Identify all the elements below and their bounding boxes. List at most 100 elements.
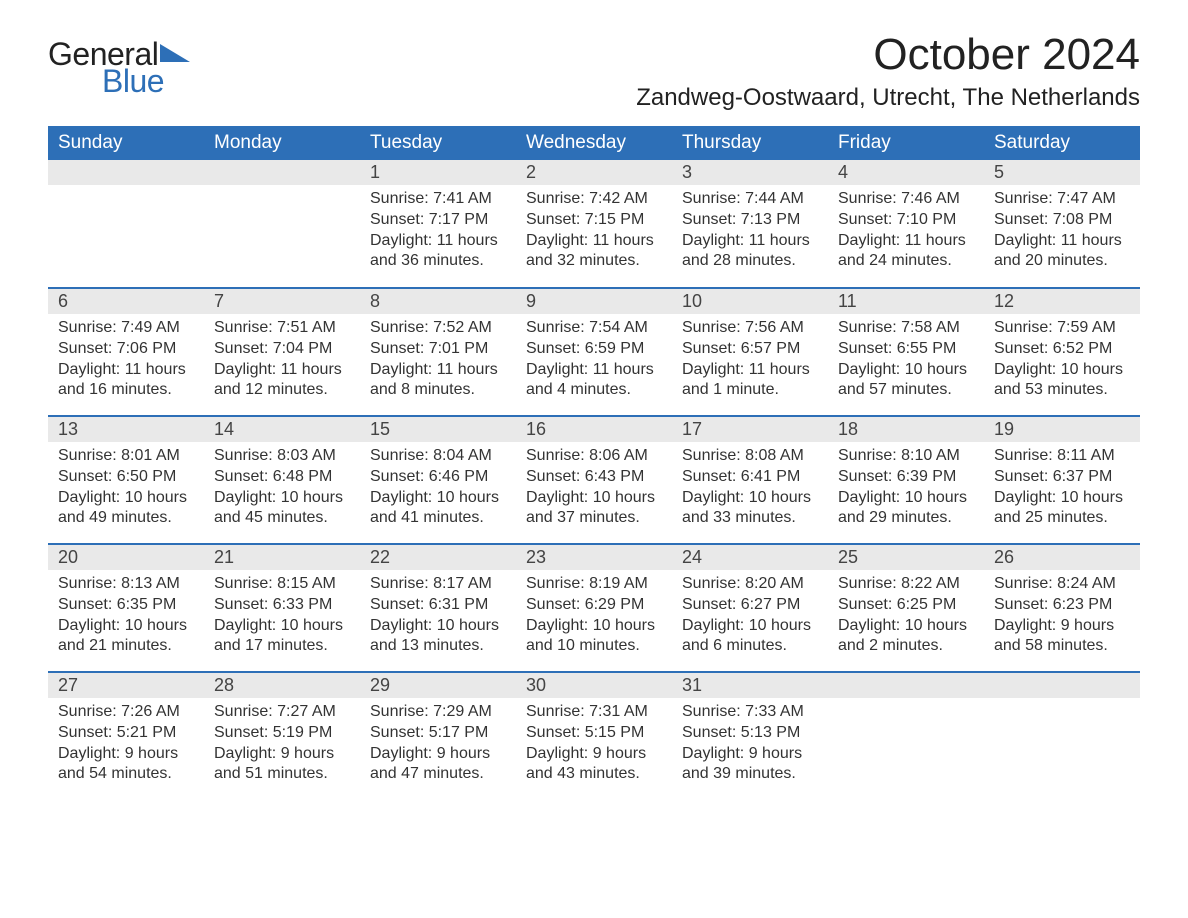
day-number: 4 xyxy=(828,160,984,185)
day-number: 28 xyxy=(204,673,360,698)
daylight-line: Daylight: 9 hours and 39 minutes. xyxy=(682,744,818,786)
daylight-line: Daylight: 11 hours and 32 minutes. xyxy=(526,231,662,273)
calendar-day: 30Sunrise: 7:31 AMSunset: 5:15 PMDayligh… xyxy=(516,672,672,800)
location-subtitle: Zandweg-Oostwaard, Utrecht, The Netherla… xyxy=(636,84,1140,112)
day-number xyxy=(984,673,1140,698)
daylight-line: Daylight: 10 hours and 33 minutes. xyxy=(682,488,818,530)
day-number: 17 xyxy=(672,417,828,442)
day-header: Saturday xyxy=(984,126,1140,160)
calendar-day: 21Sunrise: 8:15 AMSunset: 6:33 PMDayligh… xyxy=(204,544,360,672)
day-number: 26 xyxy=(984,545,1140,570)
calendar-week: 6Sunrise: 7:49 AMSunset: 7:06 PMDaylight… xyxy=(48,288,1140,416)
day-number: 20 xyxy=(48,545,204,570)
sunrise-line: Sunrise: 7:31 AM xyxy=(526,702,662,723)
day-body: Sunrise: 8:10 AMSunset: 6:39 PMDaylight:… xyxy=(828,442,984,539)
day-body: Sunrise: 7:54 AMSunset: 6:59 PMDaylight:… xyxy=(516,314,672,411)
sunset-line: Sunset: 7:15 PM xyxy=(526,210,662,231)
day-number: 18 xyxy=(828,417,984,442)
day-number: 9 xyxy=(516,289,672,314)
day-header: Thursday xyxy=(672,126,828,160)
day-body: Sunrise: 7:58 AMSunset: 6:55 PMDaylight:… xyxy=(828,314,984,411)
daylight-line: Daylight: 10 hours and 49 minutes. xyxy=(58,488,194,530)
calendar-day-empty xyxy=(48,160,204,288)
calendar-day: 16 Sunrise: 8:06 AMSunset: 6:43 PMDayligh… xyxy=(516,416,672,544)
day-body: Sunrise: 8:01 AMSunset: 6:50 PMDaylight:… xyxy=(48,442,204,539)
calendar-day: 10Sunrise: 7:56 AMSunset: 6:57 PMDayligh… xyxy=(672,288,828,416)
day-number: 24 xyxy=(672,545,828,570)
title-block: October 2024 Zandweg-Oostwaard, Utrecht,… xyxy=(636,30,1140,112)
day-body: Sunrise: 7:56 AMSunset: 6:57 PMDaylight:… xyxy=(672,314,828,411)
calendar-day: 12Sunrise: 7:59 AMSunset: 6:52 PMDayligh… xyxy=(984,288,1140,416)
sunset-line: Sunset: 7:13 PM xyxy=(682,210,818,231)
sunset-line: Sunset: 6:59 PM xyxy=(526,339,662,360)
sunset-line: Sunset: 6:52 PM xyxy=(994,339,1130,360)
daylight-line: Daylight: 10 hours and 13 minutes. xyxy=(370,616,506,658)
day-number: 25 xyxy=(828,545,984,570)
calendar-week: 13Sunrise: 8:01 AMSunset: 6:50 PMDayligh… xyxy=(48,416,1140,544)
day-header: Sunday xyxy=(48,126,204,160)
page-header: General Blue October 2024 Zandweg-Oostwa… xyxy=(48,30,1140,112)
day-body: Sunrise: 7:42 AMSunset: 7:15 PMDaylight:… xyxy=(516,185,672,282)
sunset-line: Sunset: 6:39 PM xyxy=(838,467,974,488)
sunset-line: Sunset: 6:29 PM xyxy=(526,595,662,616)
daylight-line: Daylight: 10 hours and 17 minutes. xyxy=(214,616,350,658)
calendar-week: 1Sunrise: 7:41 AMSunset: 7:17 PMDaylight… xyxy=(48,160,1140,288)
sunset-line: Sunset: 5:15 PM xyxy=(526,723,662,744)
sunset-line: Sunset: 6:43 PM xyxy=(526,467,662,488)
calendar-day: 15Sunrise: 8:04 AMSunset: 6:46 PMDayligh… xyxy=(360,416,516,544)
day-number: 16 xyxy=(516,417,672,442)
day-number: 7 xyxy=(204,289,360,314)
sunrise-line: Sunrise: 8:01 AM xyxy=(58,446,194,467)
daylight-line: Daylight: 10 hours and 57 minutes. xyxy=(838,360,974,402)
calendar-week: 27Sunrise: 7:26 AMSunset: 5:21 PMDayligh… xyxy=(48,672,1140,800)
day-number: 23 xyxy=(516,545,672,570)
day-body: Sunrise: 8:11 AMSunset: 6:37 PMDaylight:… xyxy=(984,442,1140,539)
calendar-table: SundayMondayTuesdayWednesdayThursdayFrid… xyxy=(48,126,1140,800)
daylight-line: Daylight: 11 hours and 4 minutes. xyxy=(526,360,662,402)
day-number: 5 xyxy=(984,160,1140,185)
daylight-line: Daylight: 11 hours and 28 minutes. xyxy=(682,231,818,273)
day-body: Sunrise: 8:15 AMSunset: 6:33 PMDaylight:… xyxy=(204,570,360,667)
sunrise-line: Sunrise: 8:06 AM xyxy=(526,446,662,467)
sunrise-line: Sunrise: 7:33 AM xyxy=(682,702,818,723)
sunrise-line: Sunrise: 7:49 AM xyxy=(58,318,194,339)
calendar-day: 4Sunrise: 7:46 AMSunset: 7:10 PMDaylight… xyxy=(828,160,984,288)
logo: General Blue xyxy=(48,30,190,100)
sunset-line: Sunset: 7:04 PM xyxy=(214,339,350,360)
calendar-day: 31Sunrise: 7:33 AMSunset: 5:13 PMDayligh… xyxy=(672,672,828,800)
daylight-line: Daylight: 11 hours and 16 minutes. xyxy=(58,360,194,402)
sunset-line: Sunset: 7:17 PM xyxy=(370,210,506,231)
sunrise-line: Sunrise: 8:22 AM xyxy=(838,574,974,595)
day-body: Sunrise: 7:26 AMSunset: 5:21 PMDaylight:… xyxy=(48,698,204,795)
day-number: 12 xyxy=(984,289,1140,314)
calendar-day: 8Sunrise: 7:52 AMSunset: 7:01 PMDaylight… xyxy=(360,288,516,416)
daylight-line: Daylight: 10 hours and 10 minutes. xyxy=(526,616,662,658)
sunrise-line: Sunrise: 7:51 AM xyxy=(214,318,350,339)
day-body: Sunrise: 7:52 AMSunset: 7:01 PMDaylight:… xyxy=(360,314,516,411)
calendar-day: 7Sunrise: 7:51 AMSunset: 7:04 PMDaylight… xyxy=(204,288,360,416)
daylight-line: Daylight: 10 hours and 29 minutes. xyxy=(838,488,974,530)
sunrise-line: Sunrise: 7:54 AM xyxy=(526,318,662,339)
day-number xyxy=(828,673,984,698)
day-number: 19 xyxy=(984,417,1140,442)
day-header: Monday xyxy=(204,126,360,160)
daylight-line: Daylight: 10 hours and 21 minutes. xyxy=(58,616,194,658)
day-body: Sunrise: 7:51 AMSunset: 7:04 PMDaylight:… xyxy=(204,314,360,411)
day-body: Sunrise: 7:41 AMSunset: 7:17 PMDaylight:… xyxy=(360,185,516,282)
daylight-line: Daylight: 10 hours and 25 minutes. xyxy=(994,488,1130,530)
day-body: Sunrise: 8:24 AMSunset: 6:23 PMDaylight:… xyxy=(984,570,1140,667)
sunrise-line: Sunrise: 7:46 AM xyxy=(838,189,974,210)
sunrise-line: Sunrise: 7:26 AM xyxy=(58,702,194,723)
day-number: 21 xyxy=(204,545,360,570)
sunrise-line: Sunrise: 8:20 AM xyxy=(682,574,818,595)
daylight-line: Daylight: 10 hours and 37 minutes. xyxy=(526,488,662,530)
calendar-day: 20Sunrise: 8:13 AMSunset: 6:35 PMDayligh… xyxy=(48,544,204,672)
day-body: Sunrise: 7:59 AMSunset: 6:52 PMDaylight:… xyxy=(984,314,1140,411)
sunset-line: Sunset: 6:27 PM xyxy=(682,595,818,616)
calendar-day: 22Sunrise: 8:17 AMSunset: 6:31 PMDayligh… xyxy=(360,544,516,672)
sunrise-line: Sunrise: 7:56 AM xyxy=(682,318,818,339)
sunset-line: Sunset: 6:48 PM xyxy=(214,467,350,488)
day-header: Tuesday xyxy=(360,126,516,160)
day-number: 31 xyxy=(672,673,828,698)
sunrise-line: Sunrise: 8:17 AM xyxy=(370,574,506,595)
